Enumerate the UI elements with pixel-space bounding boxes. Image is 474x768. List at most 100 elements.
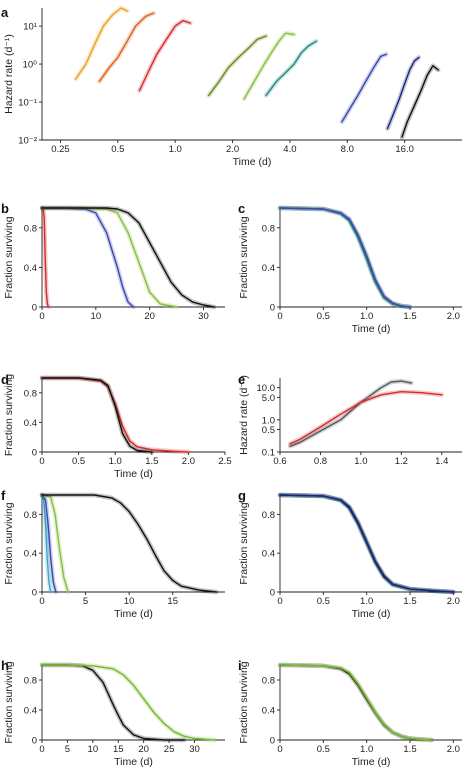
x-tick-label: 0 bbox=[39, 456, 44, 467]
x-tick-label: 2.0 bbox=[447, 311, 460, 322]
x-axis-label: Time (d) bbox=[114, 608, 153, 620]
x-tick-label: 4.0 bbox=[283, 144, 296, 155]
panel-letter: h bbox=[1, 658, 9, 673]
x-tick-label: 0.5 bbox=[317, 596, 330, 607]
y-tick-label: 0.4 bbox=[262, 549, 275, 560]
x-tick-label: 5 bbox=[83, 596, 88, 607]
x-tick-label: 2.0 bbox=[182, 456, 195, 467]
series-line-black bbox=[41, 207, 215, 308]
x-tick-label: 0 bbox=[277, 596, 282, 607]
y-tick-label: 10⁰ bbox=[23, 60, 38, 71]
x-tick-label: 0 bbox=[277, 744, 282, 755]
y-axis-label: Hazard rate (d⁻¹) bbox=[238, 375, 250, 455]
y-axis-label: Fraction surviving bbox=[3, 502, 15, 584]
x-tick-label: 0.5 bbox=[72, 456, 85, 467]
x-tick-label: 1.0 bbox=[109, 456, 122, 467]
y-tick-label: 0.4 bbox=[24, 418, 37, 429]
y-tick-label: 0 bbox=[32, 588, 37, 599]
series-line-olive bbox=[279, 207, 411, 308]
series-line-green bbox=[41, 664, 216, 741]
y-tick-label: 0.8 bbox=[24, 223, 37, 234]
series-line-green bbox=[279, 664, 433, 741]
x-tick-label: 1.5 bbox=[145, 456, 158, 467]
y-tick-label: 0 bbox=[270, 736, 275, 747]
x-axis-label: Time (d) bbox=[114, 756, 153, 768]
x-axis-label: Time (d) bbox=[352, 323, 391, 335]
x-tick-label: 30 bbox=[189, 744, 200, 755]
x-tick-label: 2.0 bbox=[447, 596, 460, 607]
series-band-red bbox=[39, 375, 191, 455]
x-axis-label: Time (d) bbox=[352, 756, 391, 768]
panel-letter: c bbox=[238, 201, 245, 216]
x-tick-label: 20 bbox=[138, 744, 149, 755]
series-band-black bbox=[277, 662, 434, 743]
x-tick-label: 0.5 bbox=[111, 144, 124, 155]
panel-f: f 0 5 10 15 0 0.4 0.8 Time (d) Fraction surviving bbox=[1, 488, 225, 620]
x-tick-label: 2.5 bbox=[218, 456, 231, 467]
series-line-red bbox=[138, 19, 192, 92]
y-tick-label: 0.4 bbox=[24, 706, 37, 717]
panel-i: i 0 0.5 1.0 1.5 2.0 0 0.4 0.8 Time (d) Fraction su… bbox=[238, 658, 462, 768]
panel-letter: b bbox=[1, 201, 9, 216]
panel-g: g 0 0.5 1.0 1.5 2.0 0 0.4 0.8 Time (d) Fraction su… bbox=[238, 488, 462, 620]
x-tick-label: 1.0 bbox=[360, 596, 373, 607]
series-line-cyan bbox=[41, 494, 52, 593]
series-line-black bbox=[41, 377, 153, 453]
y-axis-label: Fraction surviving bbox=[3, 216, 15, 298]
series-line-black bbox=[41, 494, 218, 593]
y-tick-label: 10⁻² bbox=[18, 136, 37, 147]
series-line-navy bbox=[279, 494, 454, 593]
panel-h: h 0 5 10 15 20 25 30 0 0.4 0.8 Time (d) Fraction sur… bbox=[1, 658, 225, 768]
panel-b: b 0 10 20 30 0 0.4 0.8 Fraction surviving bbox=[1, 201, 225, 322]
y-tick-label: 0.5 bbox=[262, 425, 275, 436]
x-tick-label: 20 bbox=[144, 311, 155, 322]
x-tick-label: 0 bbox=[39, 596, 44, 607]
y-axis-label: Fraction surviving bbox=[3, 374, 15, 456]
x-tick-label: 0.8 bbox=[314, 456, 327, 467]
y-tick-label: 0.8 bbox=[24, 510, 37, 521]
series-band-teal bbox=[277, 205, 413, 310]
y-axis-label: Fraction surviving bbox=[238, 502, 250, 584]
panel-a: a 0.25 0.5 1.0 2.0 4.0 8.0 16.0 10⁻² 10⁻¹ 10⁰ 10¹ Ti… bbox=[1, 5, 462, 168]
x-tick-label: 1.0 bbox=[169, 144, 182, 155]
x-axis-label: Time (d) bbox=[114, 468, 153, 480]
series-line-teal bbox=[279, 207, 411, 308]
y-axis-label: Hazard rate (d⁻¹) bbox=[3, 34, 15, 114]
y-tick-label: 0.4 bbox=[262, 706, 275, 717]
x-tick-label: 15 bbox=[167, 596, 178, 607]
x-tick-label: 0 bbox=[39, 744, 44, 755]
y-tick-label: 5.0 bbox=[262, 393, 275, 404]
y-axis-label: Fraction surviving bbox=[238, 216, 250, 298]
series-line-orange bbox=[74, 7, 128, 80]
y-tick-label: 10⁻¹ bbox=[18, 98, 37, 109]
series-band-green bbox=[277, 662, 434, 743]
y-axis-label: Fraction surviving bbox=[238, 661, 250, 743]
x-tick-label: 2.0 bbox=[226, 144, 239, 155]
series-line-navy bbox=[386, 56, 420, 130]
x-tick-label: 1.5 bbox=[403, 311, 416, 322]
y-tick-label: 0 bbox=[270, 588, 275, 599]
x-tick-label: 2.0 bbox=[447, 744, 460, 755]
series-line-light_green bbox=[243, 32, 295, 100]
series-line-blue bbox=[341, 53, 387, 123]
series-line-blue bbox=[279, 207, 411, 308]
x-axis-label: Time (d) bbox=[233, 156, 272, 168]
x-tick-label: 8.0 bbox=[341, 144, 354, 155]
series-band-black bbox=[39, 492, 219, 595]
series-band-olive bbox=[277, 205, 413, 310]
panel-d: d 0 0.5 1.0 1.5 2.0 2.5 0 0.4 0.8 Time (d) Fraction… bbox=[1, 372, 232, 480]
x-tick-label: 1.0 bbox=[360, 744, 373, 755]
series-band-black bbox=[39, 662, 187, 743]
series-line-olive bbox=[207, 35, 267, 97]
y-tick-label: 0.4 bbox=[262, 263, 275, 274]
panel-letter: d bbox=[1, 372, 9, 387]
y-tick-label: 0.8 bbox=[262, 223, 275, 234]
x-tick-label: 0.25 bbox=[51, 144, 70, 155]
y-tick-label: 0 bbox=[32, 736, 37, 747]
series-line-blue bbox=[41, 207, 135, 308]
x-tick-label: 0 bbox=[277, 311, 282, 322]
panel-letter: f bbox=[1, 488, 6, 503]
x-tick-label: 30 bbox=[198, 311, 209, 322]
series-line-light_green bbox=[41, 494, 69, 593]
y-tick-label: 10¹ bbox=[23, 22, 37, 33]
